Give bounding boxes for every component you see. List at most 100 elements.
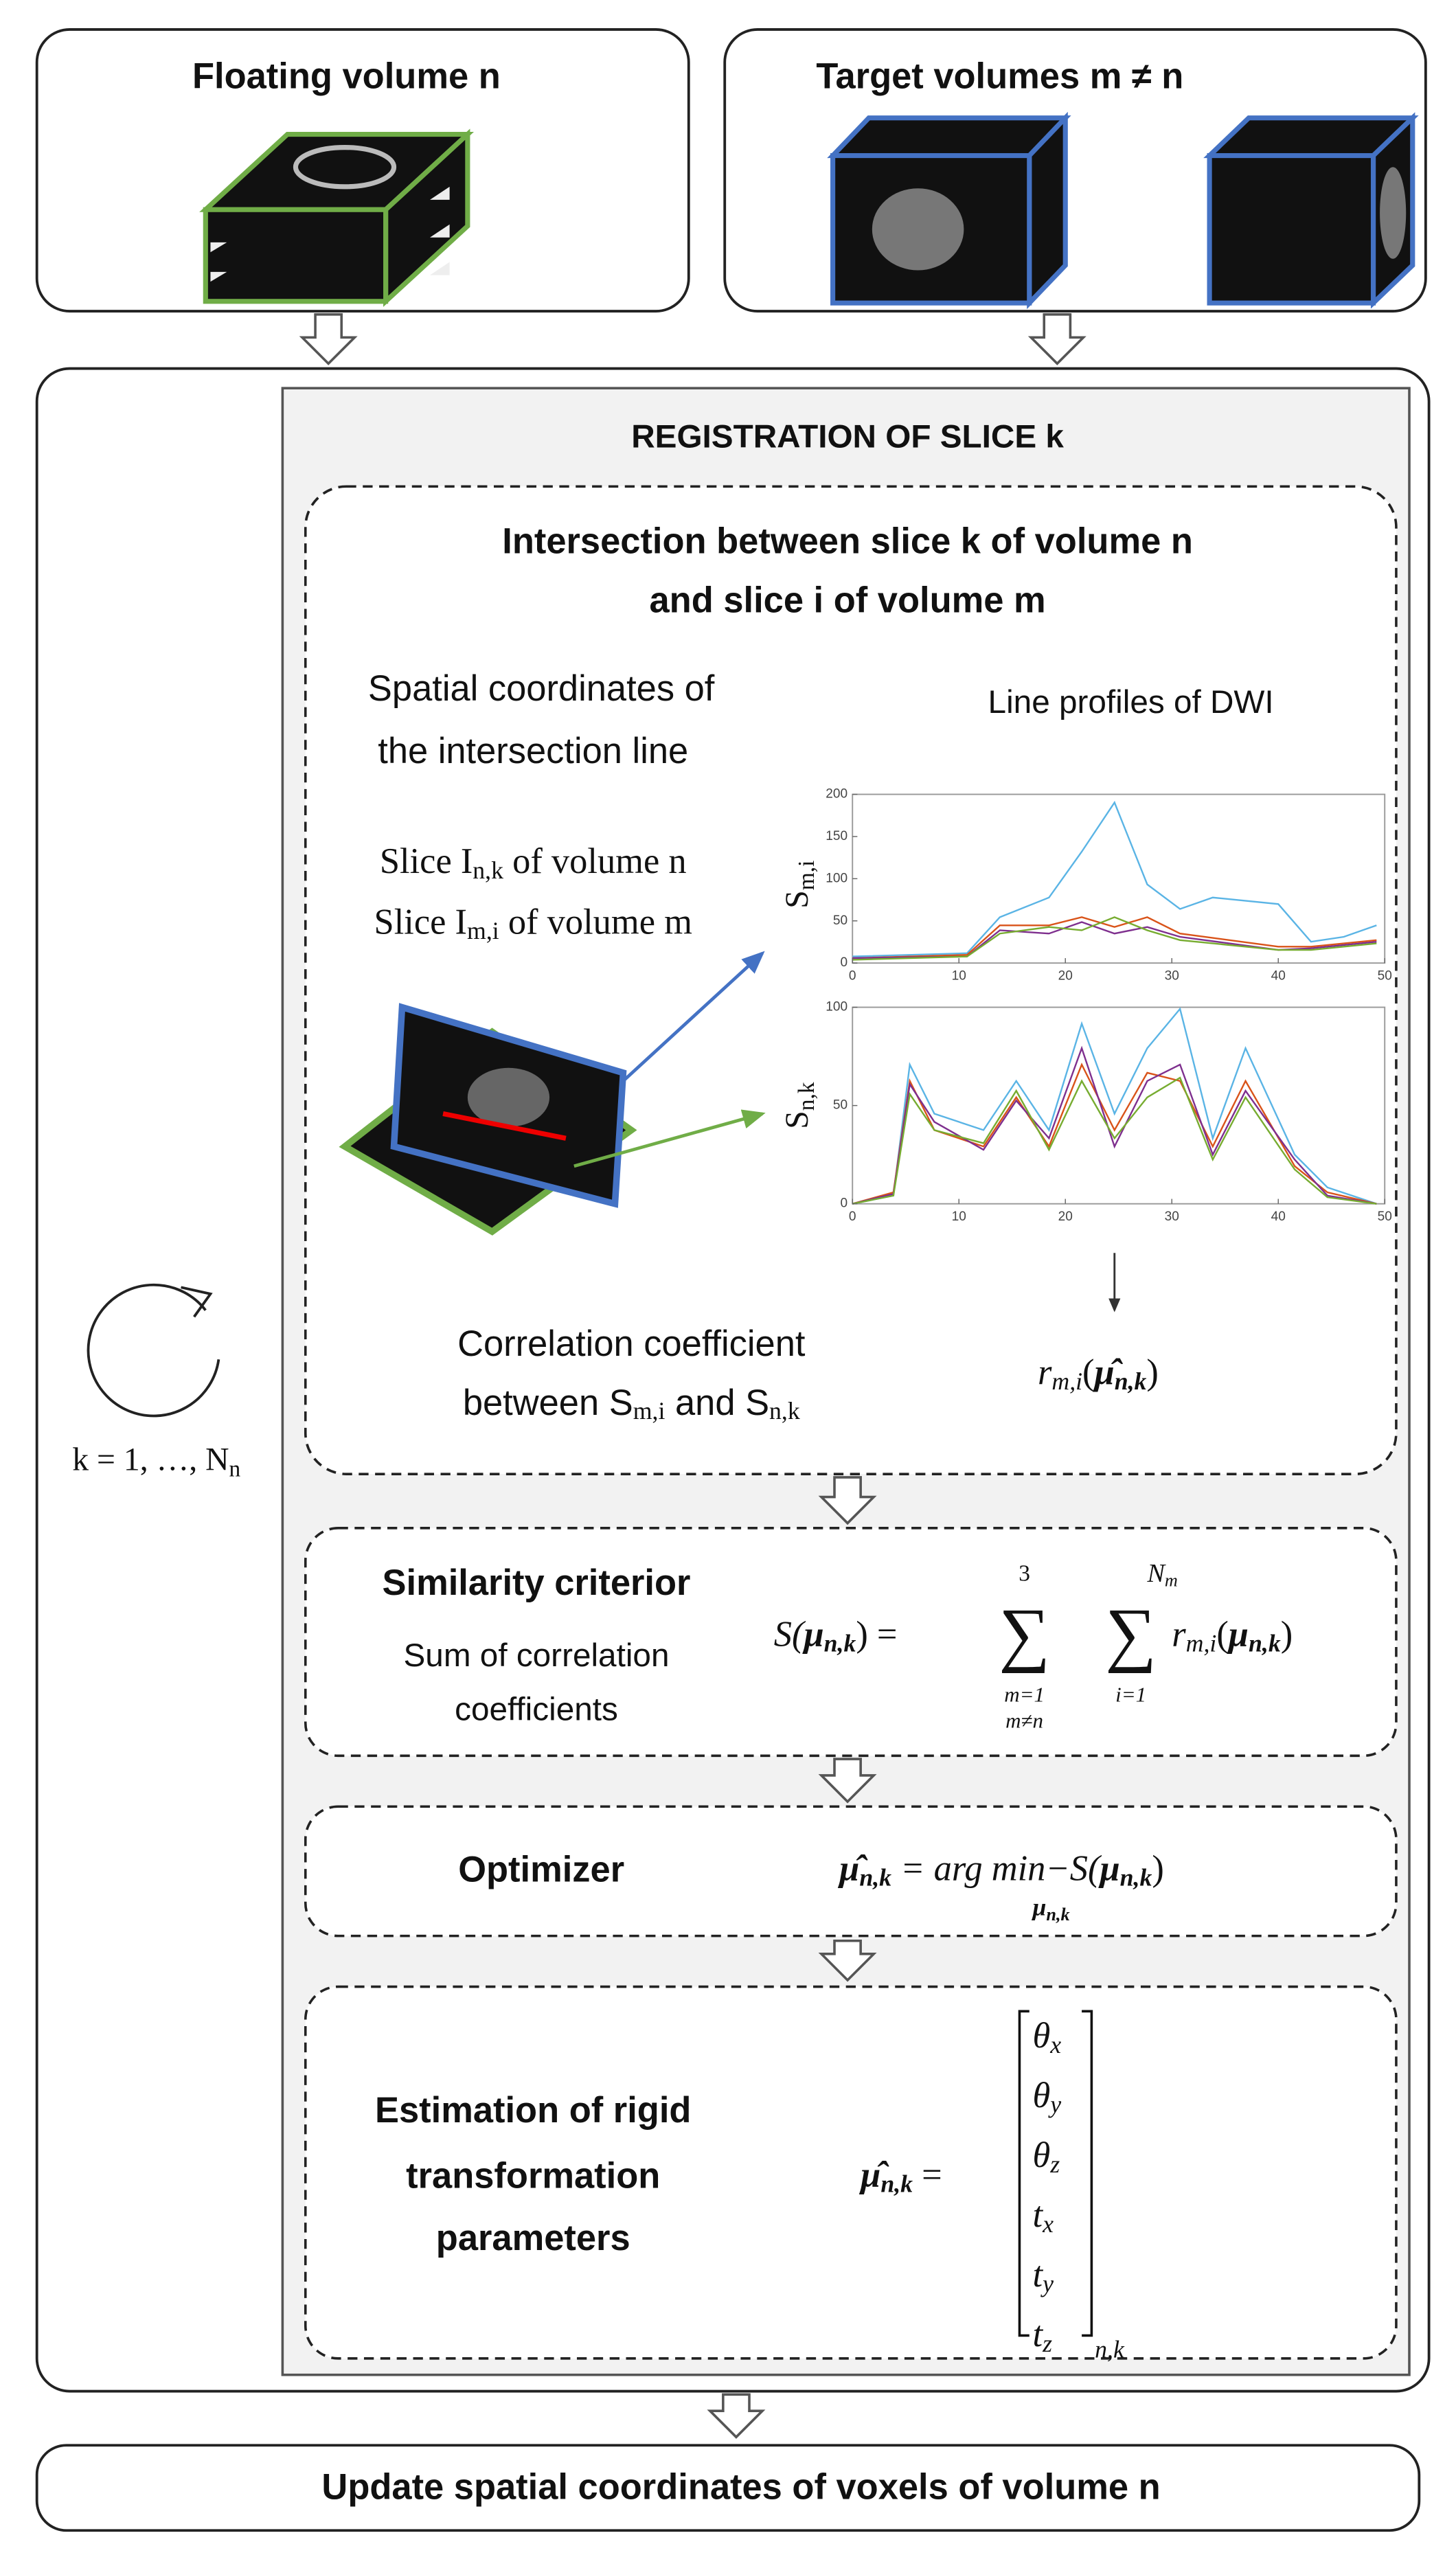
similarity-formula: S(μn,k) = ∑ 3 m=1 m≠n ∑ Nm i=1 rm,i(μn,k…: [774, 1559, 1293, 1733]
sub: n,k: [1249, 1630, 1281, 1657]
sub: y: [1048, 2091, 1061, 2118]
spatial-label: Spatial coordinates of: [368, 669, 715, 709]
txt: μ: [1227, 1615, 1249, 1655]
sub: n,k: [859, 1864, 891, 1892]
txt: μ: [801, 1615, 823, 1655]
corr-label: between Sm,i and Sn,k: [463, 1383, 800, 1424]
sub: x: [1049, 2031, 1061, 2058]
x-tick-label: 0: [849, 1210, 856, 1224]
sum-lower: m=1: [1004, 1683, 1045, 1707]
profiles-label: Line profiles of DWI: [988, 684, 1274, 720]
txt: θ: [1033, 2016, 1051, 2056]
txt: r: [1038, 1352, 1052, 1392]
arrow: [818, 1476, 877, 1525]
slice-m-label: Slice Im,i of volume m: [374, 902, 692, 944]
txt: (: [1082, 1352, 1094, 1392]
txt: between S: [463, 1383, 633, 1423]
y-tick-label: 200: [826, 787, 848, 802]
x-tick-label: 30: [1165, 1210, 1179, 1224]
txt: θ: [1033, 2135, 1051, 2175]
parameter: ty: [1033, 2255, 1054, 2297]
x-tick-label: 0: [849, 968, 856, 983]
txt: and S: [665, 1383, 769, 1423]
txt: Slice I: [380, 841, 473, 881]
parameter: θy: [1033, 2076, 1062, 2118]
parameter: tx: [1033, 2195, 1054, 2238]
sum-upper: Nm: [1146, 1559, 1177, 1591]
sub: z: [1049, 2150, 1060, 2178]
y-tick-label: 150: [826, 829, 848, 843]
loop-label-text: k = 1, …, N: [72, 1442, 229, 1477]
arrow: [1027, 313, 1087, 365]
sub: m,i: [1051, 1367, 1082, 1395]
x-tick-label: 10: [952, 1210, 966, 1224]
estimation-title: Estimation of rigid: [375, 2091, 691, 2131]
corr-label: Correlation coefficient: [457, 1324, 806, 1364]
txt: μ: [1032, 1894, 1047, 1921]
plot-ylabel: Sn,k: [780, 1082, 819, 1129]
sub: n,k: [1115, 1367, 1147, 1395]
y-tick-label: 100: [826, 871, 848, 885]
formula-lhs: S(μn,k) =: [774, 1615, 898, 1657]
sub: x: [1042, 2210, 1054, 2238]
sum-sign: ∑: [1105, 1593, 1157, 1673]
estimation-box: [304, 1985, 1398, 2360]
floating-title: Floating volume n: [192, 56, 501, 96]
txt: S: [780, 890, 815, 909]
y-tick-label: 50: [833, 913, 848, 928]
sub: z: [1042, 2330, 1052, 2357]
sum-lower: i=1: [1115, 1683, 1146, 1707]
estimation-title: transformation: [406, 2156, 660, 2196]
txt: of volume m: [499, 902, 692, 942]
arrow: [818, 1939, 877, 1982]
optimizer-formula: μ̂n,k = arg min−S(μn,k): [837, 1849, 1164, 1892]
y-tick-label: 0: [840, 955, 848, 970]
optimizer-under: μn,k: [1032, 1894, 1070, 1924]
sub: n,k: [1120, 1864, 1152, 1892]
txt: ): [1146, 1352, 1158, 1392]
similarity-title: Similarity criterior: [383, 1563, 691, 1603]
y-tick-label: 0: [840, 1196, 848, 1211]
sub: m,i: [633, 1397, 666, 1424]
txt: ) =: [856, 1615, 897, 1655]
parameter: θz: [1033, 2135, 1060, 2178]
parameter: θx: [1033, 2016, 1062, 2058]
txt: r: [1172, 1615, 1186, 1655]
txt: of volume n: [503, 841, 687, 881]
pointer-arrow: [622, 951, 765, 1082]
y-tick-label: 50: [833, 1098, 848, 1113]
target-volume-icons: [827, 111, 1419, 310]
update-title: Update spatial coordinates of voxels of …: [321, 2467, 1160, 2507]
x-tick-label: 50: [1378, 968, 1392, 983]
similarity-box: [304, 1527, 1398, 1758]
txt: μ: [1097, 1849, 1119, 1889]
y-tick-label: 100: [826, 1000, 848, 1014]
txt: θ: [1033, 2076, 1051, 2115]
intersection-title: and slice i of volume m: [650, 580, 1046, 620]
matrix-bracket: [1018, 2010, 1093, 2337]
similarity-desc: Sum of correlation: [404, 1637, 670, 1674]
floating-volume-icon: [199, 128, 475, 307]
slice-intersection-icon: [339, 1003, 637, 1236]
arrow: [707, 2393, 766, 2439]
registration-title: REGISTRATION OF SLICE k: [631, 419, 1064, 455]
txt: S: [780, 1111, 815, 1129]
sum-sign: ∑: [999, 1593, 1050, 1673]
corr-formula: rm,i(μ̂n,k): [1038, 1352, 1159, 1395]
sub: n,k: [824, 1630, 856, 1657]
txt: =: [913, 2155, 942, 2195]
optimizer-title: Optimizer: [458, 1850, 624, 1889]
txt: S(: [774, 1615, 806, 1655]
slice-n-label: Slice In,k of volume n: [380, 841, 687, 884]
sub: m: [1165, 1571, 1178, 1591]
sub: y: [1040, 2270, 1054, 2297]
sub: n,k: [794, 1082, 819, 1111]
txt: = arg min−S(: [891, 1849, 1102, 1889]
arrow: [299, 313, 358, 365]
spatial-label: the intersection line: [378, 731, 688, 771]
sub: m,i: [794, 861, 819, 891]
sum-upper: 3: [1019, 1561, 1030, 1587]
txt: ): [1281, 1615, 1293, 1655]
